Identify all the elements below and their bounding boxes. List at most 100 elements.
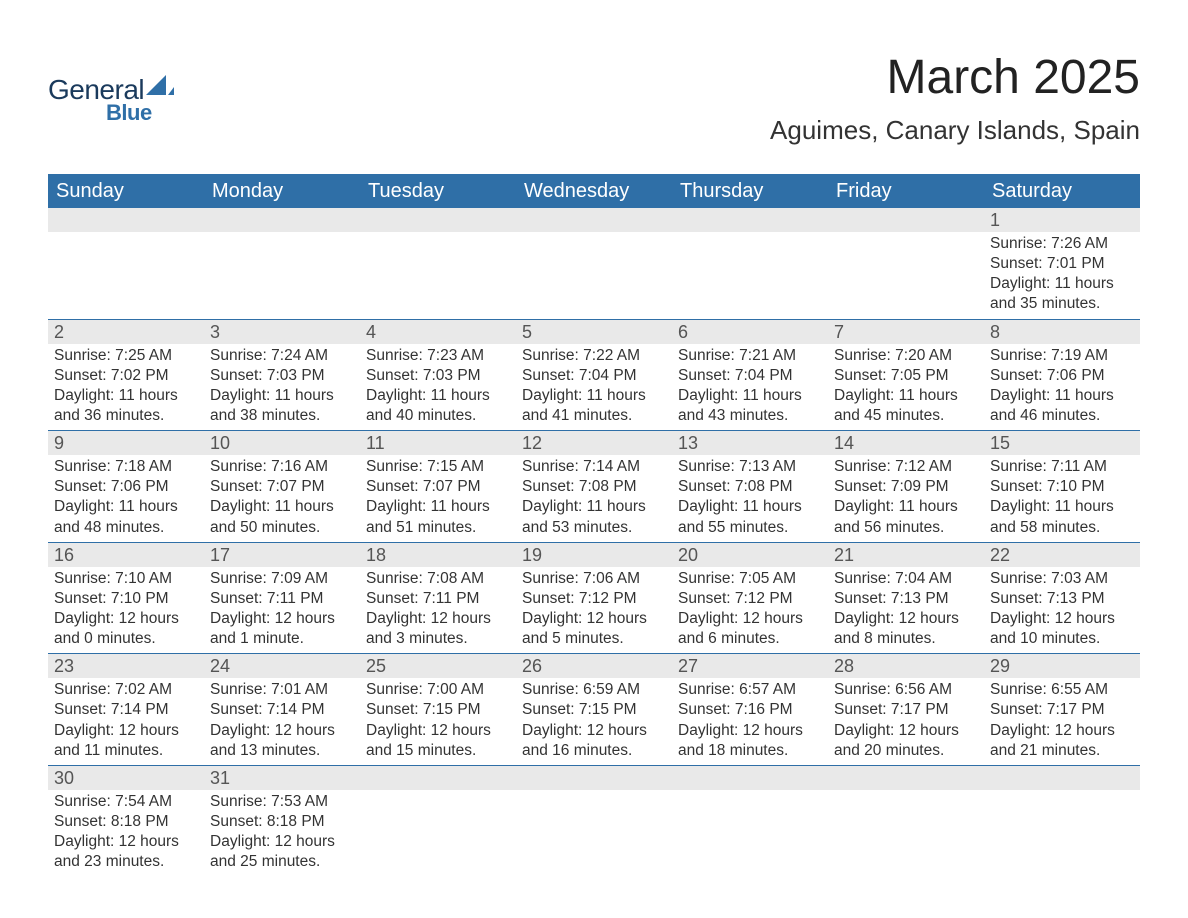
calendar-cell: 3Sunrise: 7:24 AMSunset: 7:03 PMDaylight…	[204, 319, 360, 431]
day-number: 5	[516, 320, 672, 344]
day-number: 4	[360, 320, 516, 344]
day-number	[516, 208, 672, 232]
calendar-week-row: 1Sunrise: 7:26 AMSunset: 7:01 PMDaylight…	[48, 208, 1140, 319]
day-number: 11	[360, 431, 516, 455]
day-number: 27	[672, 654, 828, 678]
calendar-cell: 5Sunrise: 7:22 AMSunset: 7:04 PMDaylight…	[516, 319, 672, 431]
day-details: Sunrise: 7:01 AMSunset: 7:14 PMDaylight:…	[204, 678, 360, 765]
day-number: 7	[828, 320, 984, 344]
day-number: 18	[360, 543, 516, 567]
calendar-cell	[360, 208, 516, 319]
day-details: Sunrise: 7:11 AMSunset: 7:10 PMDaylight:…	[984, 455, 1140, 542]
sail-icon	[146, 73, 174, 100]
calendar-cell: 16Sunrise: 7:10 AMSunset: 7:10 PMDayligh…	[48, 542, 204, 654]
day-details: Sunrise: 7:53 AMSunset: 8:18 PMDaylight:…	[204, 790, 360, 877]
brand-word-blue: Blue	[106, 100, 152, 126]
calendar-cell: 24Sunrise: 7:01 AMSunset: 7:14 PMDayligh…	[204, 654, 360, 766]
day-details: Sunrise: 7:22 AMSunset: 7:04 PMDaylight:…	[516, 344, 672, 431]
day-details: Sunrise: 7:26 AMSunset: 7:01 PMDaylight:…	[984, 232, 1140, 319]
calendar-cell: 23Sunrise: 7:02 AMSunset: 7:14 PMDayligh…	[48, 654, 204, 766]
calendar-cell: 21Sunrise: 7:04 AMSunset: 7:13 PMDayligh…	[828, 542, 984, 654]
calendar-cell: 27Sunrise: 6:57 AMSunset: 7:16 PMDayligh…	[672, 654, 828, 766]
calendar-week-row: 30Sunrise: 7:54 AMSunset: 8:18 PMDayligh…	[48, 765, 1140, 876]
calendar-cell: 13Sunrise: 7:13 AMSunset: 7:08 PMDayligh…	[672, 431, 828, 543]
calendar-week-row: 2Sunrise: 7:25 AMSunset: 7:02 PMDaylight…	[48, 319, 1140, 431]
calendar-cell	[204, 208, 360, 319]
col-friday: Friday	[828, 174, 984, 208]
day-details: Sunrise: 6:55 AMSunset: 7:17 PMDaylight:…	[984, 678, 1140, 765]
calendar-cell: 25Sunrise: 7:00 AMSunset: 7:15 PMDayligh…	[360, 654, 516, 766]
calendar-week-row: 23Sunrise: 7:02 AMSunset: 7:14 PMDayligh…	[48, 654, 1140, 766]
day-details: Sunrise: 7:09 AMSunset: 7:11 PMDaylight:…	[204, 567, 360, 654]
location-subtitle: Aguimes, Canary Islands, Spain	[770, 115, 1140, 146]
day-details	[672, 232, 828, 310]
day-number: 24	[204, 654, 360, 678]
col-sunday: Sunday	[48, 174, 204, 208]
day-number: 9	[48, 431, 204, 455]
calendar-cell	[48, 208, 204, 319]
month-title: March 2025	[770, 50, 1140, 105]
calendar-cell: 29Sunrise: 6:55 AMSunset: 7:17 PMDayligh…	[984, 654, 1140, 766]
day-details	[828, 232, 984, 310]
day-number: 1	[984, 208, 1140, 232]
day-details	[360, 790, 516, 868]
col-tuesday: Tuesday	[360, 174, 516, 208]
day-details: Sunrise: 6:56 AMSunset: 7:17 PMDaylight:…	[828, 678, 984, 765]
calendar-cell: 22Sunrise: 7:03 AMSunset: 7:13 PMDayligh…	[984, 542, 1140, 654]
day-number: 22	[984, 543, 1140, 567]
day-number: 17	[204, 543, 360, 567]
header-row: General Blue March 2025 Aguimes, Canary …	[48, 50, 1140, 146]
day-details	[516, 232, 672, 310]
day-number: 21	[828, 543, 984, 567]
calendar-week-row: 9Sunrise: 7:18 AMSunset: 7:06 PMDaylight…	[48, 431, 1140, 543]
col-thursday: Thursday	[672, 174, 828, 208]
day-number: 23	[48, 654, 204, 678]
day-number: 3	[204, 320, 360, 344]
day-details: Sunrise: 7:20 AMSunset: 7:05 PMDaylight:…	[828, 344, 984, 431]
calendar-cell: 28Sunrise: 6:56 AMSunset: 7:17 PMDayligh…	[828, 654, 984, 766]
day-number	[48, 208, 204, 232]
day-details: Sunrise: 7:15 AMSunset: 7:07 PMDaylight:…	[360, 455, 516, 542]
day-details: Sunrise: 7:03 AMSunset: 7:13 PMDaylight:…	[984, 567, 1140, 654]
day-number	[672, 208, 828, 232]
calendar-cell	[516, 208, 672, 319]
day-details	[672, 790, 828, 868]
day-details: Sunrise: 7:10 AMSunset: 7:10 PMDaylight:…	[48, 567, 204, 654]
day-number: 10	[204, 431, 360, 455]
calendar-cell: 15Sunrise: 7:11 AMSunset: 7:10 PMDayligh…	[984, 431, 1140, 543]
calendar-cell	[828, 208, 984, 319]
calendar-cell	[984, 765, 1140, 876]
day-number	[360, 766, 516, 790]
calendar-cell: 12Sunrise: 7:14 AMSunset: 7:08 PMDayligh…	[516, 431, 672, 543]
day-number	[516, 766, 672, 790]
day-number: 20	[672, 543, 828, 567]
calendar-week-row: 16Sunrise: 7:10 AMSunset: 7:10 PMDayligh…	[48, 542, 1140, 654]
calendar-cell: 14Sunrise: 7:12 AMSunset: 7:09 PMDayligh…	[828, 431, 984, 543]
day-number: 8	[984, 320, 1140, 344]
day-details: Sunrise: 7:18 AMSunset: 7:06 PMDaylight:…	[48, 455, 204, 542]
day-details: Sunrise: 7:23 AMSunset: 7:03 PMDaylight:…	[360, 344, 516, 431]
day-details: Sunrise: 6:57 AMSunset: 7:16 PMDaylight:…	[672, 678, 828, 765]
calendar-header-row: Sunday Monday Tuesday Wednesday Thursday…	[48, 174, 1140, 208]
day-number	[984, 766, 1140, 790]
col-saturday: Saturday	[984, 174, 1140, 208]
day-details: Sunrise: 7:05 AMSunset: 7:12 PMDaylight:…	[672, 567, 828, 654]
calendar-cell: 18Sunrise: 7:08 AMSunset: 7:11 PMDayligh…	[360, 542, 516, 654]
calendar-cell: 4Sunrise: 7:23 AMSunset: 7:03 PMDaylight…	[360, 319, 516, 431]
calendar-cell	[672, 765, 828, 876]
day-details: Sunrise: 7:19 AMSunset: 7:06 PMDaylight:…	[984, 344, 1140, 431]
day-details: Sunrise: 7:24 AMSunset: 7:03 PMDaylight:…	[204, 344, 360, 431]
calendar-cell: 20Sunrise: 7:05 AMSunset: 7:12 PMDayligh…	[672, 542, 828, 654]
day-number: 28	[828, 654, 984, 678]
day-details: Sunrise: 7:00 AMSunset: 7:15 PMDaylight:…	[360, 678, 516, 765]
day-details: Sunrise: 7:12 AMSunset: 7:09 PMDaylight:…	[828, 455, 984, 542]
day-number	[828, 766, 984, 790]
day-details: Sunrise: 7:54 AMSunset: 8:18 PMDaylight:…	[48, 790, 204, 877]
calendar-cell	[828, 765, 984, 876]
calendar-cell: 10Sunrise: 7:16 AMSunset: 7:07 PMDayligh…	[204, 431, 360, 543]
day-details	[516, 790, 672, 868]
calendar-cell: 30Sunrise: 7:54 AMSunset: 8:18 PMDayligh…	[48, 765, 204, 876]
day-number	[828, 208, 984, 232]
calendar-cell: 31Sunrise: 7:53 AMSunset: 8:18 PMDayligh…	[204, 765, 360, 876]
calendar-cell: 1Sunrise: 7:26 AMSunset: 7:01 PMDaylight…	[984, 208, 1140, 319]
